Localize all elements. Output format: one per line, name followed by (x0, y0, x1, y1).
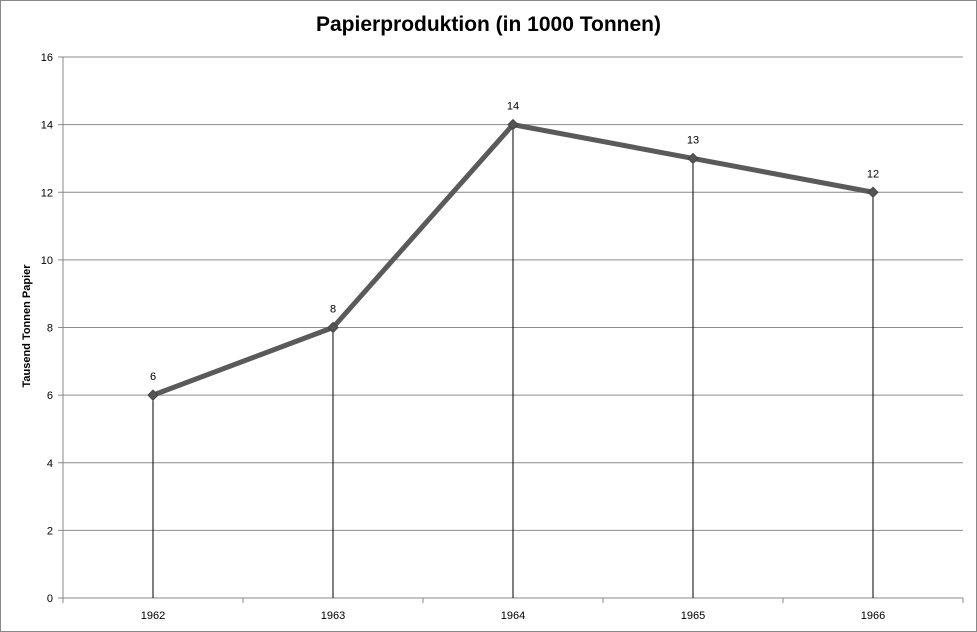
y-tick-label: 10 (41, 255, 53, 267)
y-tick-label: 14 (41, 120, 53, 132)
chart-title: Papierproduktion (in 1000 Tonnen) (316, 13, 661, 36)
y-tick-label: 16 (41, 52, 53, 64)
data-markers (147, 118, 879, 401)
y-tick-label: 12 (41, 187, 53, 199)
x-tick-label: 1966 (861, 610, 885, 622)
data-labels: 6 8 14 13 12 (150, 101, 879, 384)
tick-labels: 0 2 4 6 8 10 12 14 16 1962 1963 1964 1965 1966 (41, 52, 885, 622)
data-label: 13 (687, 134, 699, 146)
x-tick-label: 1964 (501, 610, 525, 622)
data-label: 12 (867, 168, 879, 180)
data-label: 6 (150, 371, 156, 383)
data-point (147, 389, 159, 401)
data-label: 14 (507, 101, 519, 113)
y-tick-label: 2 (47, 525, 53, 537)
data-point (867, 186, 879, 198)
x-tick-label: 1962 (141, 610, 165, 622)
data-point (687, 152, 699, 165)
x-tick-label: 1965 (681, 610, 705, 622)
drop-lines (152, 124, 874, 598)
y-tick-label: 4 (47, 458, 53, 470)
data-point (507, 118, 519, 131)
data-label: 8 (330, 304, 336, 316)
x-tick-label: 1963 (321, 610, 345, 622)
y-tick-label: 0 (47, 593, 53, 605)
data-point (327, 321, 339, 334)
y-tick-label: 6 (47, 390, 53, 402)
y-tick-label: 8 (47, 323, 53, 335)
axes (58, 56, 964, 603)
